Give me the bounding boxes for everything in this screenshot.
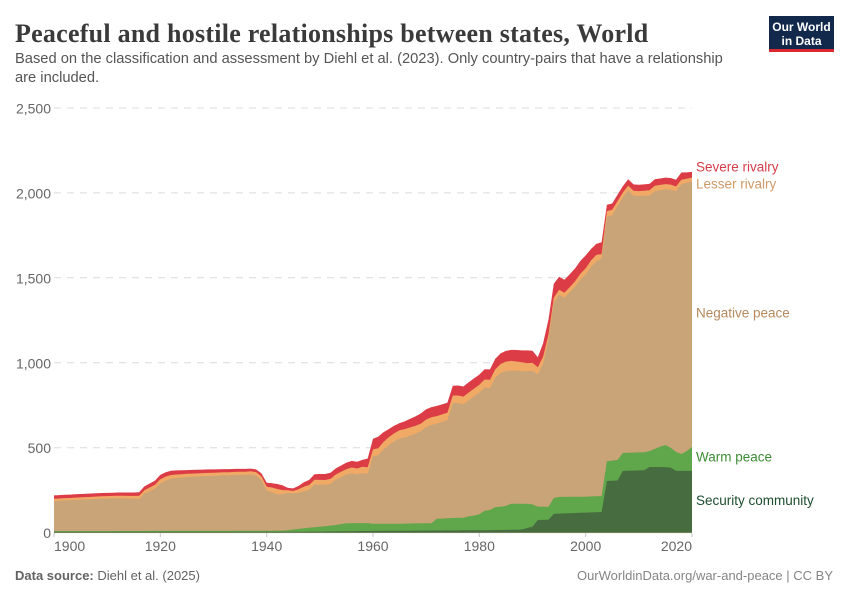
svg-text:Severe rivalry: Severe rivalry [696,160,779,175]
svg-text:0: 0 [43,525,51,541]
svg-text:1,500: 1,500 [16,270,51,286]
svg-text:2020: 2020 [661,538,692,554]
svg-text:2,500: 2,500 [16,101,51,117]
svg-text:2000: 2000 [570,538,601,554]
svg-text:2,000: 2,000 [16,185,51,201]
svg-text:1,000: 1,000 [16,355,51,371]
svg-text:1900: 1900 [54,538,85,554]
svg-text:Warm peace: Warm peace [696,450,772,465]
svg-text:1940: 1940 [251,538,282,554]
svg-text:Security community: Security community [696,493,814,508]
svg-text:Negative peace: Negative peace [696,306,790,321]
svg-text:500: 500 [28,440,52,456]
svg-text:1920: 1920 [145,538,176,554]
svg-text:1980: 1980 [464,538,495,554]
svg-text:Lesser rivalry: Lesser rivalry [696,177,777,192]
svg-text:1960: 1960 [357,538,388,554]
